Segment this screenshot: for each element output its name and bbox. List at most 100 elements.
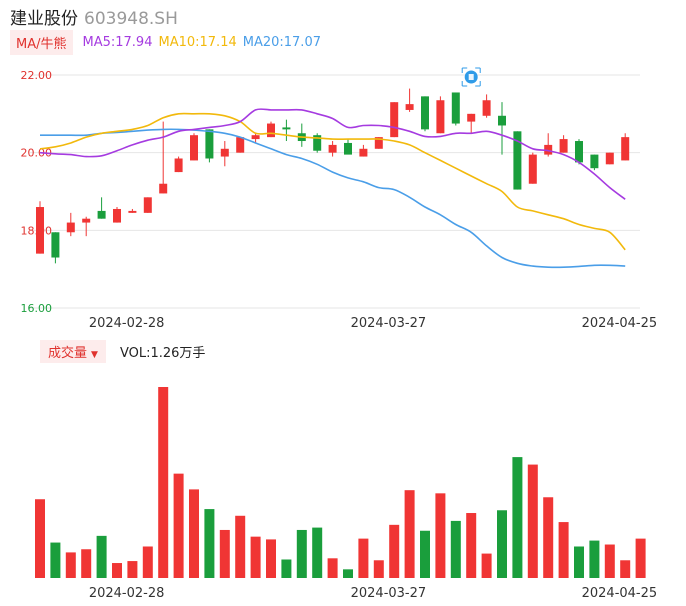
stock-name: 建业股份 <box>10 9 78 29</box>
candle-body <box>436 100 445 134</box>
candle-body <box>374 137 383 149</box>
candle-body <box>282 127 291 130</box>
volume-bar <box>358 538 369 578</box>
volume-bar <box>35 499 45 578</box>
candle-body <box>451 92 460 124</box>
x-tick-label: 2024-04-25 <box>582 316 658 331</box>
candle <box>498 102 506 155</box>
candle-body <box>467 113 476 122</box>
volume-bar <box>620 560 631 578</box>
y-tick-label: 16.00 <box>21 302 53 315</box>
candle-body <box>190 135 198 161</box>
candle <box>236 137 245 153</box>
volume-bar <box>65 552 76 578</box>
ma10-line <box>39 112 626 251</box>
candle <box>66 212 75 237</box>
candle <box>220 141 229 167</box>
volume-bar <box>420 530 430 578</box>
volume-bar <box>543 497 554 578</box>
date-axis-labels-bottom: 2024-02-28 2024-03-27 2024-04-25 <box>89 586 657 601</box>
y-tick-label: 22.00 <box>21 69 53 82</box>
volume-bar <box>142 546 153 578</box>
price-grid <box>30 74 640 309</box>
volume-bar <box>589 540 600 578</box>
candle <box>297 123 306 147</box>
x-tick-label: 2024-03-27 <box>351 316 427 331</box>
dropdown-arrow-icon: ▼ <box>91 349 98 360</box>
candle <box>113 207 121 223</box>
stock-title: 建业股份 603948.SH <box>10 4 178 29</box>
volume-bar <box>389 524 400 578</box>
candle-body <box>344 142 352 155</box>
candle <box>159 121 168 194</box>
candle-body <box>66 222 75 233</box>
ma-lines <box>39 108 626 269</box>
volume-bar <box>250 536 261 578</box>
candle-body <box>128 210 137 213</box>
x-tick-label: 2024-02-28 <box>89 316 165 331</box>
candle <box>467 113 476 134</box>
candle-body <box>220 148 229 157</box>
volume-bar <box>512 457 523 578</box>
candle-body <box>174 158 183 173</box>
volume-bar <box>96 535 107 578</box>
volume-indicator-selector[interactable]: 成交量 ▼ <box>40 339 106 363</box>
candle <box>451 92 460 126</box>
ma-legend: MA/牛熊 MA5:17.94 MA10:17.14 MA20:17.07 <box>10 29 327 55</box>
candle <box>421 96 429 132</box>
candles <box>36 88 630 264</box>
candle <box>205 129 214 163</box>
candle <box>36 201 44 254</box>
candle <box>436 96 445 134</box>
volume-bar <box>450 520 461 578</box>
volume-tag-label: 成交量 <box>48 345 88 361</box>
volume-bar <box>127 561 138 578</box>
candle-body <box>590 154 599 169</box>
ma5-line <box>39 108 626 200</box>
candle-body <box>544 144 553 155</box>
y-tick-label: 20.00 <box>21 147 53 160</box>
volume-bar <box>343 569 353 578</box>
x-tick-label: 2024-04-25 <box>582 586 658 601</box>
candle <box>605 152 614 165</box>
candle-body <box>359 148 368 157</box>
candle <box>251 133 260 143</box>
candle <box>575 139 583 165</box>
volume-bar <box>527 464 538 578</box>
candle-body <box>205 129 214 159</box>
volume-bar <box>189 489 199 578</box>
volume-bar <box>635 538 646 578</box>
candle-body <box>251 135 260 140</box>
ma20-line <box>39 128 626 269</box>
candle <box>328 141 337 157</box>
candle-body <box>575 141 583 163</box>
ma10-legend: MA10:17.14 <box>158 34 237 50</box>
volume-bar <box>296 529 307 578</box>
candle <box>621 133 630 161</box>
volume-bar <box>497 510 507 578</box>
candle <box>344 139 352 155</box>
candle <box>405 88 414 112</box>
volume-bar <box>158 387 169 578</box>
volume-bar <box>235 515 246 578</box>
volume-bar <box>50 542 61 578</box>
x-tick-label: 2024-03-27 <box>351 586 427 601</box>
candle-body <box>498 115 506 126</box>
ma-indicator-selector[interactable]: MA/牛熊 <box>10 29 73 55</box>
news-icon <box>461 67 481 87</box>
candle-body <box>605 152 614 165</box>
candle <box>313 133 322 153</box>
volume-bar <box>435 493 446 578</box>
candle <box>528 152 537 184</box>
candle <box>359 144 368 157</box>
candle-body <box>97 210 106 219</box>
date-axis-labels-top: 2024-02-28 2024-03-27 2024-04-25 <box>89 316 657 331</box>
volume-bars <box>35 387 646 578</box>
volume-bar <box>373 560 384 578</box>
candle-body <box>236 137 245 153</box>
candle-body <box>528 154 537 184</box>
candle-body <box>113 208 121 223</box>
volume-legend: 成交量 ▼ VOL:1.26万手 <box>40 339 205 363</box>
